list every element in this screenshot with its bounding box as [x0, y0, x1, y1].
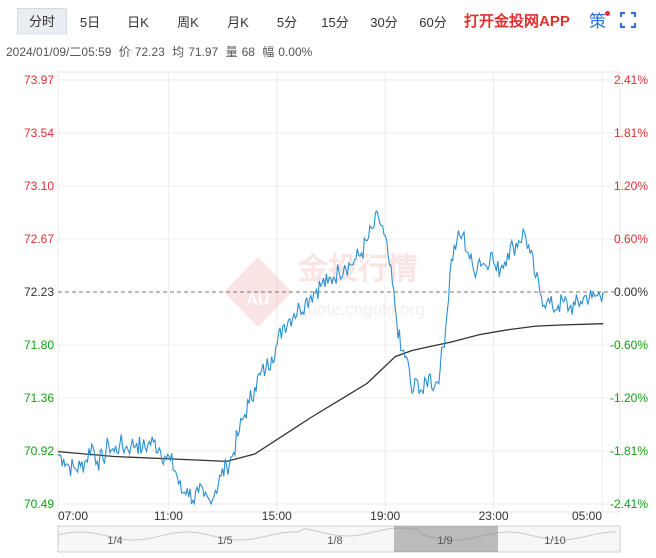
tab-weekly-k[interactable]: 周K [177, 15, 199, 30]
x-tick: 23:00 [479, 509, 509, 523]
tab-intraday[interactable]: 分时 [17, 8, 67, 35]
price-label: 价 [118, 45, 131, 59]
watermark-logo-text: AU [246, 292, 269, 309]
y-tick-left: 70.92 [24, 444, 54, 458]
amplitude-value: 0.00% [278, 45, 313, 59]
y-tick-right: -0.60% [610, 338, 648, 352]
fullscreen-icon[interactable] [620, 12, 636, 28]
period-tabs: 分时 5日 日K 周K 月K 5分 15分 30分 60分 打开金投网APP 策 [0, 0, 656, 42]
quote-info-bar: 2024/01/09/二05:59 价 72.23 均 71.97 量 68 幅 0.0… [6, 42, 316, 62]
navigator-window [394, 526, 498, 552]
y-tick-right: 1.20% [614, 179, 648, 193]
watermark-url: quote.cngold.org [298, 300, 425, 319]
tab-60min[interactable]: 60分 [419, 15, 447, 30]
y-tick-right: -2.41% [610, 497, 648, 511]
y-tick-right: 2.41% [614, 73, 648, 87]
volume-value: 68 [241, 45, 255, 59]
y-tick-left: 72.67 [24, 232, 54, 246]
navigator-label: 1/9 [437, 535, 452, 547]
strategy-icon[interactable]: 策 [589, 12, 606, 31]
x-tick: 15:00 [262, 509, 292, 523]
y-tick-left: 73.10 [24, 179, 54, 193]
watermark-brand: 金投行情 [297, 252, 418, 286]
tab-5day[interactable]: 5日 [79, 15, 101, 30]
open-app-link[interactable]: 打开金投网APP [464, 13, 570, 30]
tab-15min[interactable]: 15分 [321, 15, 349, 30]
intraday-chart[interactable]: AU 金投行情 quote.cngold.org 73.97 73.54 73.10… [0, 62, 656, 558]
y-tick-right: 1.81% [614, 126, 648, 140]
navigator-label: 1/4 [107, 535, 122, 547]
notification-dot [605, 11, 610, 16]
amplitude-label: 幅 [262, 45, 275, 59]
x-axis: 07:00 11:00 15:00 19:00 23:00 05:00 [58, 509, 602, 523]
navigator-sparkline [57, 527, 617, 542]
x-tick: 05:00 [572, 509, 602, 523]
navigator-label: 1/5 [217, 535, 232, 547]
y-axis-left: 73.97 73.54 73.10 72.67 72.23 71.80 71.36 70.92… [24, 73, 54, 511]
time-navigator: 1/4 1/5 1/8 1/9 1/10 [57, 525, 621, 553]
navigator-label: 1/8 [327, 535, 342, 547]
watermark: AU 金投行情 quote.cngold.org [224, 252, 425, 327]
avg-value: 71.97 [188, 45, 219, 59]
tab-5min[interactable]: 5分 [276, 15, 298, 30]
tab-30min[interactable]: 30分 [370, 15, 398, 30]
y-tick-left: 72.23 [24, 285, 54, 299]
y-axis-right: 2.41% 1.81% 1.20% 0.60% 0.00% -0.60% -1.20% -1.… [610, 73, 648, 511]
y-tick-right: 0.60% [614, 232, 648, 246]
price-line [57, 209, 604, 506]
tab-monthly-k[interactable]: 月K [227, 15, 249, 30]
x-tick: 07:00 [58, 509, 88, 523]
y-tick-left: 73.54 [24, 126, 54, 140]
tab-daily-k[interactable]: 日K [127, 15, 149, 30]
y-tick-left: 70.49 [24, 497, 54, 511]
average-price-line [57, 323, 604, 463]
x-tick: 11:00 [154, 509, 183, 523]
y-tick-left: 71.36 [24, 391, 54, 405]
y-tick-right: -1.20% [610, 391, 648, 405]
volume-label: 量 [225, 45, 238, 59]
y-tick-left: 73.97 [24, 73, 54, 87]
y-tick-right: -1.81% [610, 444, 648, 458]
y-tick-left: 71.80 [24, 338, 54, 352]
y-tick-right: 0.00% [614, 285, 648, 299]
price-value: 72.23 [134, 45, 165, 59]
avg-label: 均 [172, 45, 185, 59]
x-tick: 19:00 [370, 509, 400, 523]
navigator-label: 1/10 [544, 535, 565, 547]
quote-datetime: 2024/01/09/二05:59 [6, 45, 112, 59]
